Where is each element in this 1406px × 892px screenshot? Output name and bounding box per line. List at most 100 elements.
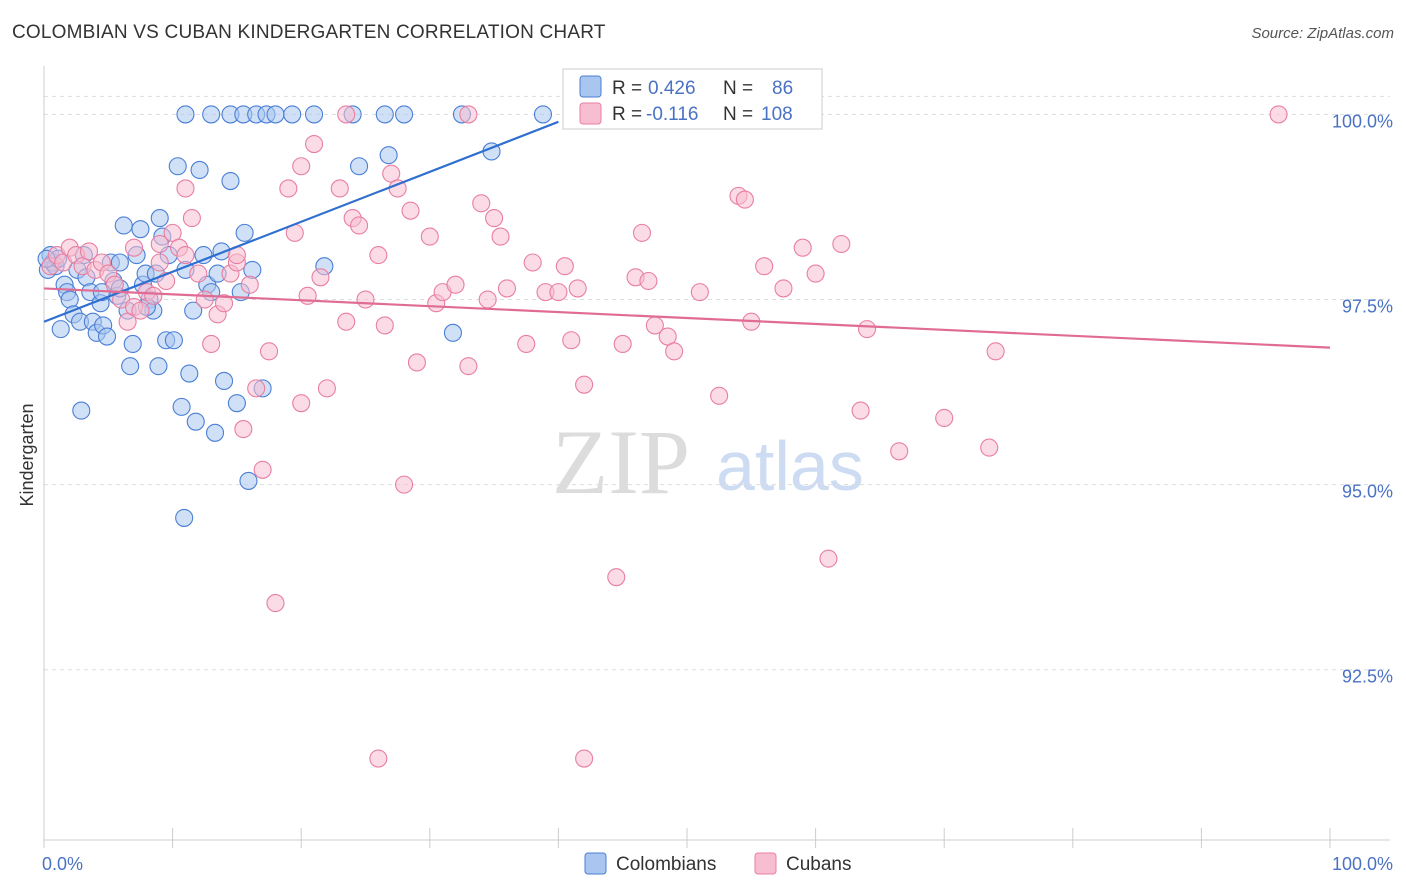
colombian-point <box>533 105 553 124</box>
colombian-point <box>164 331 183 350</box>
cubans-legend-swatch <box>754 852 777 875</box>
colombian-point <box>149 357 168 376</box>
colombian-point <box>305 105 324 124</box>
cuban-point <box>79 242 99 261</box>
cuban-point <box>1269 105 1288 124</box>
cuban-point <box>266 594 285 613</box>
colombian-point <box>168 157 187 176</box>
cuban-point <box>401 201 420 220</box>
colombian-point <box>72 401 91 420</box>
cuban-point <box>214 294 234 313</box>
colombian-point <box>97 327 117 346</box>
cuban-point <box>819 549 838 568</box>
colombian-point <box>239 471 258 490</box>
cuban-point <box>202 334 221 353</box>
colombians-legend-swatch <box>584 852 607 875</box>
cuban-point <box>311 268 330 287</box>
cuban-point <box>150 253 169 272</box>
x-tick-label: 100.0% <box>1332 854 1393 874</box>
cuban-point <box>369 246 388 265</box>
cuban-point <box>124 238 144 257</box>
cuban-point <box>459 105 478 124</box>
colombian-trend-line <box>43 120 559 323</box>
cuban-point <box>517 334 536 353</box>
cuban-point <box>305 134 324 154</box>
source-label: Source: ZipAtlas.com <box>1251 25 1394 42</box>
cuban-point <box>935 408 954 428</box>
cuban-point <box>774 279 793 298</box>
colombian-n-value: 86 <box>772 78 793 99</box>
cuban-point <box>980 438 999 457</box>
stats-legend: R = 0.426 N = 86 R = -0.116 N = 108 <box>562 68 823 130</box>
cuban-point <box>234 420 253 439</box>
cuban-point <box>144 286 163 305</box>
colombian-point <box>186 412 205 431</box>
colombian-point <box>60 290 79 309</box>
colombian-point <box>110 253 129 272</box>
cubans-legend-label: Cubans <box>786 854 852 875</box>
y-tick-label: 95.0% <box>1342 482 1393 502</box>
colombian-point <box>190 160 209 180</box>
y-axis-title: Kindergarten <box>17 403 37 506</box>
cuban-point <box>337 312 356 331</box>
cuban-point <box>549 283 568 302</box>
y-tick-label: 100.0% <box>1332 111 1393 131</box>
cuban-point <box>375 316 394 335</box>
colombian-point <box>180 364 199 383</box>
cuban-point <box>356 290 375 309</box>
watermark-atlas: atlas <box>716 427 864 505</box>
cuban-point <box>446 275 465 294</box>
colombian-point <box>243 260 262 279</box>
cuban-point <box>472 194 491 213</box>
colombian-point <box>443 323 462 342</box>
cuban-point <box>182 209 201 228</box>
cuban-point <box>350 216 369 235</box>
colombian-point <box>227 394 246 413</box>
cuban-point <box>851 401 870 420</box>
cuban-point <box>337 105 356 124</box>
colombian-point <box>194 246 213 265</box>
cuban-point <box>735 190 754 209</box>
colombian-point <box>202 105 221 124</box>
cuban-trend-line <box>43 287 1331 349</box>
trend-lines <box>43 120 1331 349</box>
cuban-point <box>407 353 426 372</box>
colombian-point <box>205 423 225 442</box>
colombian-point <box>395 105 414 124</box>
cuban-point <box>478 290 497 309</box>
cuban-point <box>292 394 311 413</box>
cuban-point <box>523 253 542 272</box>
colombian-point <box>214 371 234 391</box>
colombian-point <box>114 216 133 235</box>
cuban-point <box>240 275 259 294</box>
gridlines <box>44 95 1390 671</box>
cuban-point <box>568 279 587 298</box>
colombian-point <box>235 223 254 242</box>
cuban-point <box>491 227 510 246</box>
axes <box>43 66 1390 848</box>
colombian-point <box>375 105 394 124</box>
cuban-point <box>131 301 150 320</box>
cuban-point <box>607 568 626 587</box>
colombian-r-label: R = <box>612 78 642 99</box>
colombian-r-value: 0.426 <box>648 78 696 99</box>
cuban-point <box>497 279 517 298</box>
colombian-point <box>51 320 70 339</box>
cuban-point <box>632 223 652 242</box>
cuban-point <box>176 179 195 198</box>
watermark: ZIP atlas <box>552 411 864 513</box>
x-tick-labels: 0.0% 100.0% <box>42 854 1393 874</box>
cuban-point <box>485 209 504 228</box>
cuban-point <box>562 331 581 350</box>
cuban-point <box>575 749 594 768</box>
cuban-point <box>793 238 812 257</box>
cuban-legend-swatch <box>579 102 602 125</box>
cuban-point <box>613 334 632 353</box>
cuban-point <box>986 342 1005 361</box>
cuban-point <box>253 460 272 479</box>
cuban-point <box>317 379 336 398</box>
cuban-n-value: 108 <box>761 104 793 125</box>
x-tick-label: 0.0% <box>42 854 83 874</box>
cuban-point <box>195 290 214 309</box>
